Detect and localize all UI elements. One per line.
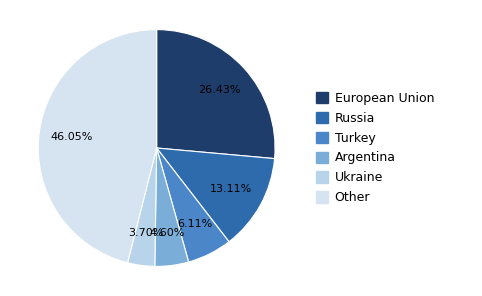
- Text: 26.43%: 26.43%: [198, 86, 241, 96]
- Wedge shape: [157, 148, 229, 262]
- Text: 6.11%: 6.11%: [177, 219, 213, 229]
- Wedge shape: [38, 30, 157, 263]
- Wedge shape: [155, 148, 188, 266]
- Text: 4.60%: 4.60%: [150, 228, 185, 238]
- Text: 13.11%: 13.11%: [210, 184, 253, 194]
- Wedge shape: [157, 30, 275, 159]
- Legend: European Union, Russia, Turkey, Argentina, Ukraine, Other: European Union, Russia, Turkey, Argentin…: [311, 87, 439, 209]
- Text: 46.05%: 46.05%: [51, 132, 93, 142]
- Wedge shape: [157, 148, 275, 242]
- Wedge shape: [128, 148, 157, 266]
- Text: 3.70%: 3.70%: [128, 228, 163, 237]
